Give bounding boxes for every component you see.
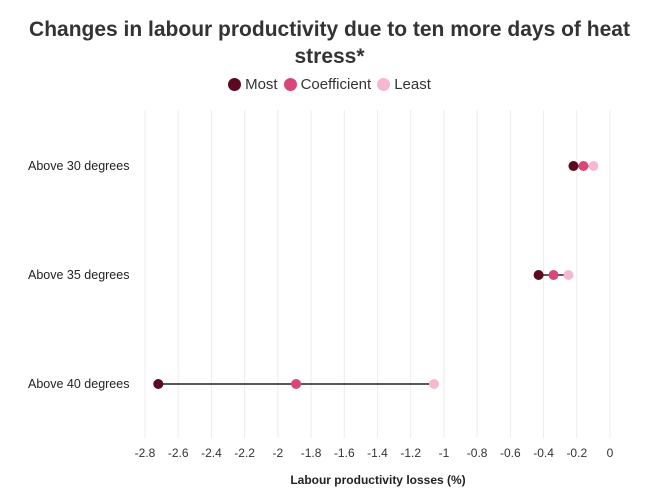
legend: Most Coefficient Least xyxy=(0,76,659,93)
data-point-least[interactable] xyxy=(563,270,574,280)
data-point-most[interactable] xyxy=(153,379,164,389)
category-label: Above 40 degrees xyxy=(28,377,129,391)
x-tick-label: 0 xyxy=(607,446,614,460)
legend-item-least[interactable]: Least xyxy=(377,76,431,93)
legend-item-most[interactable]: Most xyxy=(228,76,278,93)
x-tick-label: -0.4 xyxy=(533,446,554,460)
category-label: Above 35 degrees xyxy=(28,268,129,282)
x-tick-label: -2.8 xyxy=(135,446,156,460)
legend-dot-most xyxy=(228,78,242,91)
x-tick-label: -2.6 xyxy=(168,446,189,460)
x-tick-label: -2.4 xyxy=(201,446,222,460)
x-tick-labels: -2.8 -2.6 -2.4 -2.2 -2 -1.8 -1.6 -1.4 -1.2 -1 -0.8… xyxy=(135,446,614,460)
data-point-least[interactable] xyxy=(428,379,439,389)
legend-label-most: Most xyxy=(245,76,278,93)
x-tick-label: -0.8 xyxy=(467,446,488,460)
category-label: Above 30 degrees xyxy=(28,159,129,173)
legend-item-coefficient[interactable]: Coefficient xyxy=(283,76,372,93)
legend-label-coefficient: Coefficient xyxy=(300,76,372,93)
data-point-most[interactable] xyxy=(533,270,544,280)
data-point-most[interactable] xyxy=(568,161,579,171)
legend-dot-least xyxy=(377,78,391,91)
data-point-least[interactable] xyxy=(588,161,599,171)
x-tick-label: -2.2 xyxy=(234,446,255,460)
data-point-coefficient[interactable] xyxy=(548,270,559,280)
chart-title: Changes in labour productivity due to te… xyxy=(29,18,630,68)
x-tick-label: -2 xyxy=(273,446,284,460)
data-point-coefficient[interactable] xyxy=(578,161,589,171)
category-labels: Above 30 degrees Above 35 degrees Above 40… xyxy=(28,159,129,391)
legend-dot-coefficient xyxy=(283,78,297,91)
x-tick-label: -0.6 xyxy=(500,446,521,460)
legend-label-least: Least xyxy=(394,76,431,93)
x-tick-label: -1.8 xyxy=(301,446,322,460)
data-marks xyxy=(153,161,599,389)
x-tick-label: -1 xyxy=(439,446,450,460)
x-tick-label: -0.2 xyxy=(566,446,587,460)
x-tick-label: -1.4 xyxy=(367,446,388,460)
data-point-coefficient[interactable] xyxy=(291,379,302,389)
x-tick-label: -1.2 xyxy=(400,446,421,460)
x-axis-label: Labour productivity losses (%) xyxy=(290,473,465,487)
x-tick-label: -1.6 xyxy=(334,446,355,460)
